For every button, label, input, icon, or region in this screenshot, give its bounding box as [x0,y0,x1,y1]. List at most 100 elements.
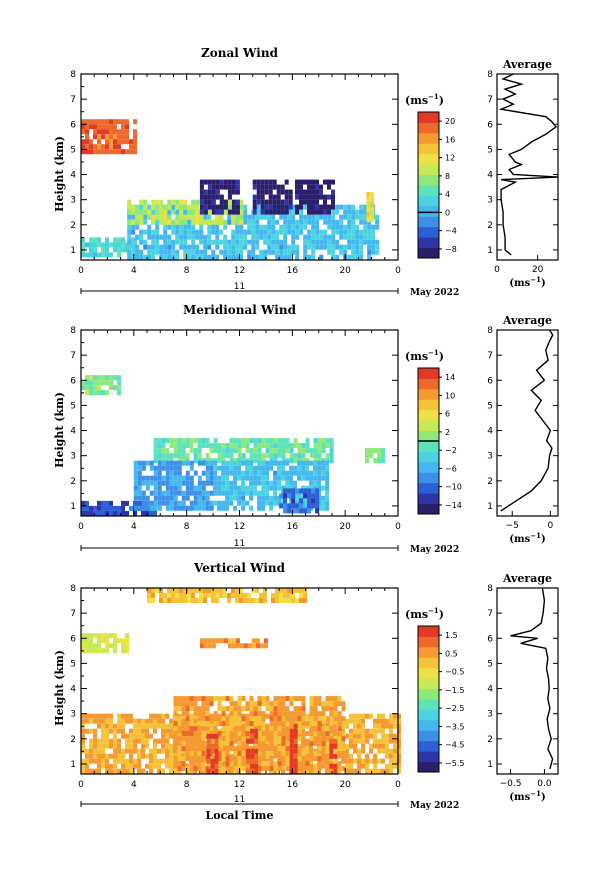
heatmap-cell [321,448,326,454]
profile-x-tick-label: 0 [494,265,500,275]
heatmap-cell [355,229,360,235]
heatmap-cell [97,252,101,258]
heatmap-cell [105,252,109,258]
heatmap-cell [213,485,218,491]
heatmap-cell [303,493,308,499]
heatmap-cell [255,209,260,215]
heatmap-cell [109,643,113,649]
heatmap-cell [311,244,316,250]
heatmap-cell [249,480,254,486]
heatmap-cell [137,763,141,769]
heatmap-cell [275,254,280,260]
heatmap-cell [301,470,306,476]
heatmap-cell [241,756,246,762]
unit-text: (ms [509,534,530,545]
heatmap-cell [85,643,89,649]
heatmap-cell [157,485,162,491]
heatmap-cell [385,748,389,754]
heatmap-cell [235,179,240,185]
heatmap-cell [105,753,109,759]
heatmap-cell [285,438,290,444]
heatmap-cell [269,711,274,717]
heatmap-cell [137,738,141,744]
heatmap-cell [163,219,168,225]
heatmap-cell [101,510,105,516]
heatmap-cell [89,728,93,734]
heatmap-cell [167,244,172,250]
heatmap-cell [264,179,269,185]
heatmap-cell [250,738,255,744]
heatmap-cell [199,588,203,593]
heatmap-cell [276,209,281,215]
heatmap-cell [229,490,234,496]
heatmap-cell [117,718,121,724]
unit-close: ) [541,278,546,289]
heatmap-cell [127,244,132,250]
heatmap-cell [121,758,125,764]
heatmap-cell [265,701,270,707]
heatmap-cell [201,505,206,511]
heatmap-cell [333,738,338,744]
heatmap-cell [117,753,121,759]
heatmap-cell [139,234,144,240]
heatmap-cell [365,768,369,774]
heatmap-cell [273,448,278,454]
heatmap-cell [105,638,109,644]
heatmap-cell [167,254,172,260]
heatmap-cell [355,224,360,230]
heatmap-cell [207,593,211,598]
heatmap-cell [243,598,247,603]
heatmap-cell [97,390,101,396]
heatmap-cell [129,768,133,774]
heatmap-cell [235,229,240,235]
heatmap-cell [237,438,242,444]
heatmap-cell [125,149,129,155]
heatmap-cell [219,593,223,598]
heatmap-cell [347,239,352,245]
heatmap-cell [105,129,109,135]
heatmap-cell [153,490,158,496]
heatmap-cell [209,475,214,481]
heatmap-cell [243,244,248,250]
heatmap-cell [281,475,286,481]
heatmap-cell [139,214,144,220]
heatmap-cell [153,465,158,471]
heatmap-cell [89,149,93,155]
heatmap-cell [299,503,304,509]
heatmap-cell [289,763,294,769]
heatmap-cell [93,129,97,135]
heatmap-cell [203,598,207,603]
heatmap-cell [161,748,165,754]
heatmap-cell [254,763,259,769]
heatmap-cell [273,470,278,476]
heatmap-cell [113,638,117,644]
x-tick-label: 4 [131,780,137,790]
heatmap-cell [351,239,356,245]
heatmap-cell [145,753,149,759]
heatmap-cell [268,179,273,185]
heatmap-cell [303,239,308,245]
heatmap-cell [145,743,149,749]
heatmap-cell [213,731,218,737]
heatmap-cell [187,254,192,260]
heatmap-cell [301,766,306,772]
heatmap-cell [359,209,364,215]
heatmap-cell [199,239,204,245]
heatmap-cell [339,219,344,225]
heatmap-cell [317,748,321,754]
heatmap-cell [181,741,186,747]
heatmap-cell [321,731,326,737]
heatmap-cell [271,214,276,220]
heatmap-cell [211,179,216,185]
heatmap-cell [183,209,188,215]
profile-y-tick-label: 6 [487,376,493,386]
heatmap-cell [321,701,326,707]
heatmap-cell [109,743,113,749]
heatmap-cell [199,638,204,644]
heatmap-cell [199,234,204,240]
heatmap-cell [181,505,186,511]
heatmap-cell [327,204,331,210]
heatmap-cell [217,505,222,511]
heatmap-cell [257,741,262,747]
heatmap-cell [203,219,208,225]
